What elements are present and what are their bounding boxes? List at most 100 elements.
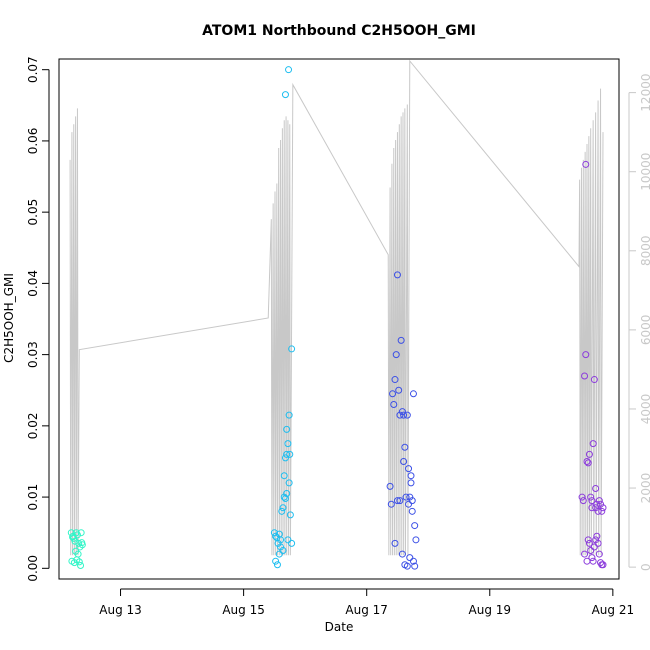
- x-tick-label: Aug 15: [222, 603, 265, 617]
- data-point: [279, 504, 287, 512]
- data-point: [409, 557, 417, 565]
- data-point: [396, 411, 404, 419]
- y-tick-label: 0.06: [26, 128, 40, 155]
- data-point: [77, 561, 85, 569]
- data-point: [389, 390, 397, 398]
- data-point: [588, 497, 596, 505]
- data-point: [398, 550, 406, 558]
- data-point: [588, 554, 596, 562]
- data-point: [77, 529, 85, 537]
- y2-tick-label: 6000: [639, 315, 650, 346]
- data-point: [75, 539, 83, 547]
- chart-title: ATOM1 Northbound C2H5OOH_GMI: [202, 23, 476, 39]
- y2-tick-label: 4000: [639, 394, 650, 425]
- data-point: [73, 531, 81, 539]
- x-tick-label: Aug 21: [592, 603, 635, 617]
- data-point: [599, 504, 607, 512]
- data-point: [581, 372, 589, 380]
- data-point: [281, 91, 289, 99]
- data-point: [284, 440, 292, 448]
- data-point: [592, 485, 600, 493]
- data-point: [589, 557, 597, 565]
- data-point: [585, 539, 593, 547]
- y-tick-label: 0.01: [26, 484, 40, 511]
- data-point: [78, 541, 86, 549]
- data-point: [67, 529, 75, 537]
- x-axis-label: Date: [325, 620, 354, 634]
- data-point: [279, 547, 287, 555]
- altitude-line: [69, 59, 604, 556]
- data-point: [403, 562, 411, 570]
- data-point: [283, 425, 291, 433]
- data-point: [393, 497, 401, 505]
- data-point: [285, 411, 293, 419]
- data-point: [582, 160, 590, 168]
- data-point: [592, 536, 600, 544]
- data-point: [588, 504, 596, 512]
- data-point: [595, 497, 603, 505]
- data-point: [579, 497, 587, 505]
- data-point: [583, 457, 591, 465]
- data-point: [272, 532, 280, 540]
- data-point: [284, 536, 292, 544]
- data-point: [275, 550, 283, 558]
- data-point: [411, 522, 419, 530]
- data-point: [283, 450, 291, 458]
- data-point: [409, 390, 417, 398]
- data-point: [397, 336, 405, 344]
- data-point: [408, 497, 416, 505]
- data-point: [396, 497, 404, 505]
- x-tick-label: Aug 19: [469, 603, 512, 617]
- data-point: [592, 504, 600, 512]
- data-point: [407, 479, 415, 487]
- plot-frame: [58, 58, 620, 580]
- data-point: [285, 66, 293, 74]
- data-point: [401, 443, 409, 451]
- data-point: [274, 539, 282, 547]
- data-point: [412, 536, 420, 544]
- data-point: [392, 351, 400, 359]
- y2-tick-label: 12000: [639, 74, 650, 112]
- data-point: [595, 550, 603, 558]
- y2-tick-label: 2000: [639, 473, 650, 504]
- data-point: [402, 493, 410, 501]
- y-tick-label: 0.05: [26, 199, 40, 226]
- data-point: [584, 536, 592, 544]
- y2-tick-label: 0: [639, 563, 650, 571]
- data-point: [283, 490, 291, 498]
- data-point: [405, 500, 413, 508]
- data-point: [582, 351, 590, 359]
- data-point: [286, 511, 294, 519]
- data-point: [386, 482, 394, 490]
- data-point: [406, 493, 414, 501]
- y-tick-label: 0.02: [26, 412, 40, 439]
- data-point: [272, 557, 280, 565]
- data-point: [406, 554, 414, 562]
- data-point: [278, 507, 286, 515]
- data-point: [288, 539, 296, 547]
- data-point: [594, 507, 602, 515]
- y-tick-label: 0.07: [26, 56, 40, 83]
- data-point: [74, 550, 82, 558]
- y2-tick-label: 8000: [639, 236, 650, 267]
- data-point: [584, 459, 592, 467]
- data-point: [387, 500, 395, 508]
- data-point: [587, 493, 595, 501]
- data-point: [395, 386, 403, 394]
- data-point: [590, 376, 598, 384]
- data-point: [285, 479, 293, 487]
- data-point: [405, 465, 413, 473]
- data-point: [589, 440, 597, 448]
- data-point: [578, 493, 586, 501]
- data-point: [407, 472, 415, 480]
- data-point: [598, 507, 606, 515]
- y-tick-label: 0.00: [26, 555, 40, 582]
- data-point: [398, 408, 406, 416]
- data-point: [400, 411, 408, 419]
- data-point: [280, 472, 288, 480]
- data-point: [393, 271, 401, 279]
- data-point: [411, 562, 419, 570]
- y-tick-label: 0.04: [26, 270, 40, 297]
- data-point: [587, 547, 595, 555]
